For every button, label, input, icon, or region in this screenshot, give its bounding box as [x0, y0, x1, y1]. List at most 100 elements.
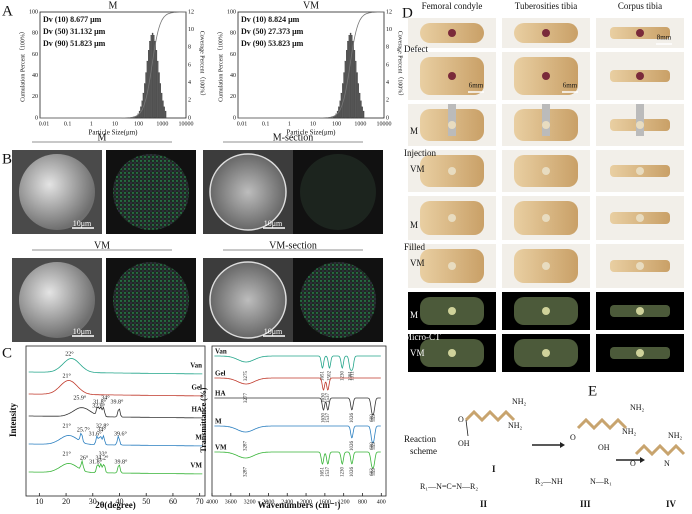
- curve-name: Gel: [192, 384, 203, 392]
- y-tick-label: 20: [32, 94, 38, 100]
- histogram-bar: [153, 34, 155, 119]
- compound-id: IV: [666, 499, 677, 509]
- image-group-title: VM-section: [269, 240, 317, 251]
- ftir-curve: [214, 425, 381, 444]
- defect: [448, 349, 456, 357]
- atom-label: OH: [458, 439, 470, 448]
- histogram-bar: [164, 110, 167, 119]
- x-tick-label: 1200: [338, 499, 350, 505]
- scale-bar-label: 6mm: [469, 82, 484, 90]
- x-axis-label: Particle Size(μm): [286, 129, 336, 137]
- histogram-bar: [348, 34, 350, 119]
- chain: [576, 417, 628, 431]
- curve-name: M: [215, 418, 222, 426]
- cumulative-curve: [238, 11, 384, 119]
- peak-label: 1537: [326, 467, 331, 478]
- x-tick-label: 0.1: [262, 121, 270, 127]
- peak-label: 1011: [351, 371, 356, 381]
- panel-label: C: [2, 345, 12, 361]
- y-tick-label: 80: [32, 31, 38, 37]
- atom-label: O: [570, 433, 576, 442]
- defect: [636, 349, 644, 357]
- x-tick-label: 10: [310, 121, 316, 127]
- syringe: [448, 104, 456, 136]
- peak-label: 559: [372, 468, 377, 476]
- peak-label: 26°: [80, 454, 89, 461]
- xrd-curve: [28, 406, 203, 419]
- histogram-bar: [362, 110, 365, 119]
- histogram-bar: [162, 100, 164, 119]
- atom-label: N—R₁: [590, 477, 612, 486]
- x-tick-label: 0.1: [64, 121, 72, 127]
- x-tick-label: 3600: [225, 499, 237, 505]
- atom-label: NH₂: [668, 431, 683, 440]
- row-label: Defect: [404, 44, 428, 54]
- x-tick-label: 2000: [300, 499, 312, 505]
- particle: [209, 261, 287, 339]
- defect: [636, 307, 644, 315]
- column-header: Corpus tibia: [618, 1, 662, 11]
- x-tick-label: 10000: [179, 121, 194, 127]
- column-header: Femoral condyle: [422, 1, 483, 11]
- bond: [465, 419, 469, 437]
- peak-label: 31.6°: [89, 430, 103, 437]
- x-tick-label: 0.01: [39, 121, 50, 127]
- ftir-curve: [214, 397, 381, 416]
- xrd-curve: [28, 432, 203, 447]
- y-tick-label: 20: [230, 94, 236, 100]
- y-tick-label: 0: [233, 115, 236, 121]
- peak-label: 1026: [350, 467, 355, 478]
- peak-label: 559: [372, 414, 377, 422]
- peak-label: 31.8°: [89, 458, 103, 465]
- defect: [636, 29, 644, 37]
- section-gap: [400, 289, 692, 291]
- peak-label: 31.8°: [93, 398, 107, 405]
- y2-tick-label: 8: [188, 45, 191, 51]
- y2-tick-label: 4: [386, 80, 389, 86]
- ftir-curve: [214, 451, 381, 469]
- curve-name: M: [195, 434, 202, 442]
- histogram-bar: [161, 92, 163, 119]
- chart-title: VM: [303, 0, 319, 11]
- defect: [448, 214, 456, 222]
- histogram-bar: [359, 92, 361, 119]
- y-tick-label: 40: [230, 73, 236, 79]
- defect: [636, 167, 644, 175]
- x-tick-label: 60: [169, 497, 177, 506]
- y2-tick-label: 10: [188, 27, 194, 33]
- row-label: M: [410, 126, 418, 136]
- x-tick-label: 10: [112, 121, 118, 127]
- peak-label: 559: [372, 442, 377, 450]
- y2-tick-label: 6: [386, 62, 389, 68]
- caption: scheme: [410, 446, 437, 456]
- histogram-bar: [353, 50, 356, 119]
- peak-label: 1651: [321, 467, 326, 478]
- histogram-bar: [158, 72, 160, 119]
- defect: [448, 29, 456, 37]
- x-tick-label: 800: [358, 499, 367, 505]
- peak-label: 33°: [99, 450, 108, 457]
- x-tick-label: 30: [89, 497, 97, 506]
- x-tick-label: 3200: [244, 499, 256, 505]
- particle: [19, 154, 95, 230]
- peak-label: 1651: [321, 371, 326, 382]
- row-label: Filled: [404, 242, 426, 252]
- peak-label: 1537: [326, 393, 331, 404]
- peak-label: 34.2°: [96, 454, 110, 461]
- y-axis-label: Intensity: [8, 403, 18, 438]
- row-label: VM: [410, 164, 425, 174]
- stat-text: Dv (90) 51.823 μm: [43, 39, 106, 48]
- x-tick-label: 100: [332, 121, 341, 127]
- scale-bar-label: 6mm: [563, 82, 578, 90]
- histogram-bar: [159, 83, 162, 119]
- peak-label: 21°: [63, 422, 72, 429]
- xrd-curve: [28, 358, 203, 375]
- histogram-bar: [135, 116, 137, 119]
- peak-label: 39.8°: [115, 458, 129, 465]
- curve-name: VM: [215, 444, 227, 452]
- peak-label: 22°: [65, 350, 74, 357]
- y2-tick-label: 10: [386, 27, 392, 33]
- peak-label: 1630: [322, 413, 327, 424]
- y2-tick-label: 0: [386, 115, 389, 121]
- peak-label: 1026: [350, 441, 355, 452]
